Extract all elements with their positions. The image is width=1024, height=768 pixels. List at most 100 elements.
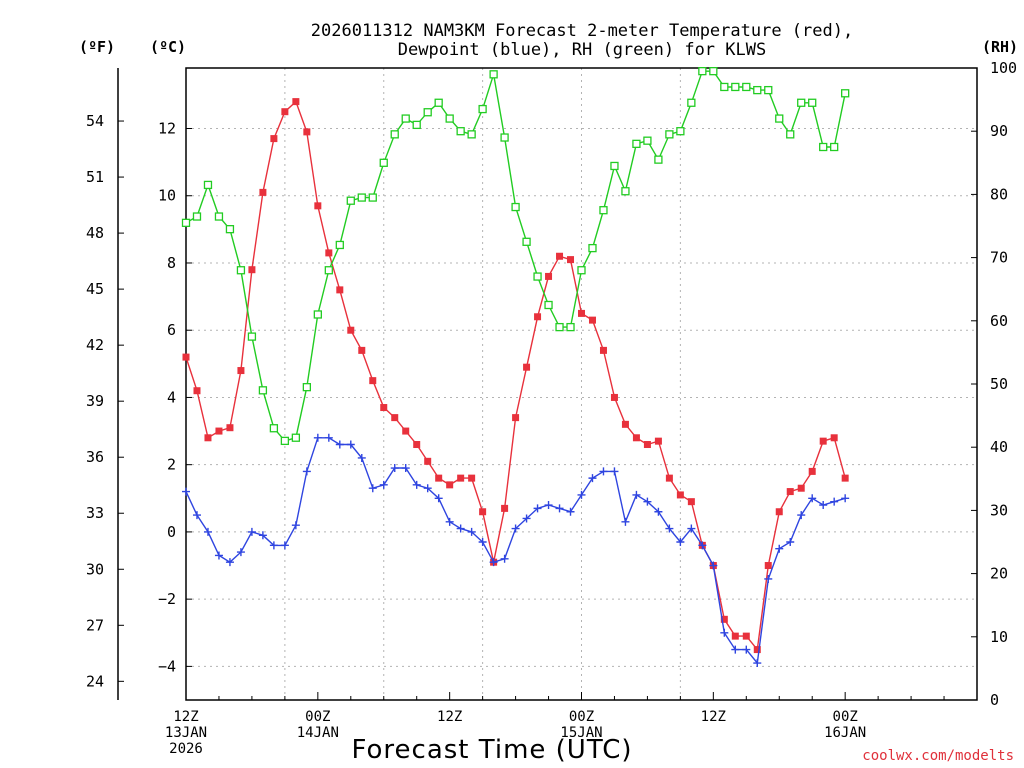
temperature-point (369, 377, 377, 385)
temperature-point (599, 346, 607, 354)
temperature-point (270, 135, 278, 143)
rh-point (522, 237, 531, 246)
rh-tick-label: 50 (990, 375, 1008, 393)
chart-title-line-2: Dewpoint (blue), RH (green) for KLWS (398, 40, 766, 60)
dewpoint-point (467, 527, 476, 536)
dewpoint-point (522, 514, 531, 523)
dewpoint-point (434, 494, 443, 503)
dewpoint-point (258, 531, 267, 540)
dewpoint-point (302, 467, 311, 476)
temperature-point (281, 108, 289, 116)
series-rh (181, 67, 850, 446)
dewpoint-point (280, 541, 289, 550)
x-tick-label: 12Z (701, 709, 726, 725)
rh-point (753, 85, 762, 95)
dewpoint-point (225, 558, 234, 567)
rh-point (214, 212, 224, 221)
x-tick-label: 12Z (173, 709, 198, 725)
rh-point (401, 114, 410, 123)
dewpoint-point (511, 524, 520, 533)
x-tick-label: 12Z (437, 709, 462, 725)
dewpoint-point (412, 480, 421, 489)
rh-tick-label: 70 (990, 249, 1008, 267)
celsius-unit-label: (ºC) (150, 38, 186, 56)
temperature-point (819, 437, 827, 445)
dewpoint-point (390, 464, 399, 473)
dewpoint-point (533, 504, 542, 513)
rh-point (379, 158, 388, 167)
rh-point (709, 67, 718, 76)
rh-point (412, 120, 421, 130)
dewpoint-point (456, 524, 465, 533)
rh-axis: 0 10 20 30 40 50 60 70 80 90 100 (971, 59, 1017, 709)
dewpoint-point (291, 521, 300, 530)
rh-point (236, 266, 246, 275)
rh-point (434, 98, 443, 107)
rh-point (478, 104, 487, 114)
rh-tick-label: 100 (990, 59, 1017, 77)
rh-point (225, 225, 235, 234)
temperature-point (303, 128, 311, 136)
fahrenheit-tick-label: 39 (86, 392, 104, 410)
temperature-point (259, 188, 267, 196)
x-tick-label: 00Z (569, 709, 594, 725)
temperature-point (336, 286, 344, 294)
dewpoint-point (742, 645, 751, 654)
temperature-point (632, 434, 640, 442)
celsius-tick-label: 8 (167, 254, 176, 272)
temperature-point (808, 467, 816, 475)
dewpoint-point (632, 490, 641, 499)
rh-point (632, 139, 641, 148)
rh-point (368, 193, 377, 202)
fahrenheit-tick-label: 36 (86, 448, 104, 466)
celsius-tick-label: −2 (158, 590, 176, 608)
fahrenheit-tick-label: 30 (86, 560, 104, 578)
credit-text: coolwx.com/modelts (862, 748, 1014, 764)
dewpoint-point (357, 453, 366, 462)
fahrenheit-axis: 24 27 30 33 36 39 42 45 48 51 54 (86, 112, 124, 690)
temperature-point (654, 437, 662, 445)
temperature-point (512, 414, 520, 422)
temperature-point (534, 313, 542, 321)
fahrenheit-tick-label: 48 (86, 224, 104, 242)
rh-point (335, 240, 344, 250)
temperature-point (292, 98, 300, 106)
chart-title-line-1: 2026011312 NAM3KM Forecast 2-meter Tempe… (311, 21, 853, 41)
rh-point (731, 82, 740, 92)
fahrenheit-tick-label: 27 (86, 616, 104, 634)
temperature-point (775, 508, 783, 516)
dewpoint-point (753, 659, 762, 668)
dewpoint-point (445, 517, 454, 526)
temperature-point (665, 474, 673, 482)
celsius-tick-label: 2 (167, 456, 176, 474)
dewpoint-point (401, 464, 410, 473)
fahrenheit-unit-label: (ºF) (79, 38, 115, 56)
rh-point (357, 193, 366, 202)
temperature-point (380, 404, 388, 412)
rh-point (269, 424, 279, 433)
rh-point (258, 386, 268, 395)
dewpoint-point (423, 484, 432, 493)
temperature-point (676, 491, 684, 499)
temperature-point (391, 414, 399, 422)
temperature-point (314, 202, 322, 210)
dewpoint-point (577, 490, 586, 499)
rh-point (654, 155, 663, 164)
dewpoint-point (808, 494, 817, 503)
temperature-point (358, 346, 366, 354)
series-layer (181, 67, 850, 668)
title: 2026011312 NAM3KM Forecast 2-meter Tempe… (311, 21, 853, 60)
rh-point (324, 266, 333, 275)
temperature-point (742, 632, 750, 640)
temperature-point (545, 272, 553, 280)
dewpoint-point (555, 504, 564, 513)
rh-point (533, 272, 542, 281)
dewpoint-point (236, 548, 245, 557)
rh-tick-label: 10 (990, 628, 1008, 646)
rh-point (467, 130, 476, 139)
x-tick-label: 16JAN (824, 725, 866, 741)
dewpoint-point (192, 511, 201, 520)
temperature-point (435, 474, 443, 482)
temperature-point (413, 441, 421, 449)
